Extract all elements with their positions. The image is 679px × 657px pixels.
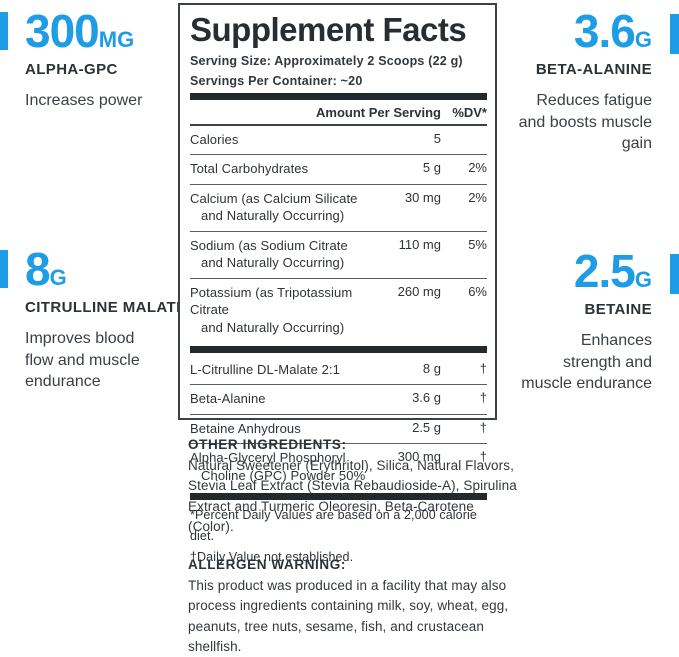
- stat-betaine: 2.5G BETAINE Enhances strength and muscl…: [462, 248, 652, 395]
- table-group-main: Calories 5 Total Carbohydrates 5 g 2% Ca…: [190, 126, 487, 343]
- divider-thick: [190, 92, 487, 100]
- stat-name: BETA-ALANINE: [535, 61, 652, 78]
- stat-unit: G: [634, 267, 652, 292]
- row-name: Alpha-Glyceryl Phosphoryl: [190, 450, 346, 466]
- column-dv: %DV*: [452, 104, 487, 120]
- row-name: Potassium (as Tripotassium Citrate: [190, 284, 353, 318]
- stat-value: 300MG: [25, 8, 142, 54]
- accent-bar: [0, 250, 8, 288]
- table-row-potassium: Potassium (as Tripotassium Citrate and Na…: [190, 277, 487, 343]
- other-ingredients-heading: OTHER INGREDIENTS:: [188, 437, 347, 452]
- row-dv: 2%: [468, 189, 487, 205]
- table-group-actives: L-Citrulline DL-Malate 2:1 8 g † Beta-Al…: [190, 356, 487, 491]
- row-dv: 5%: [468, 236, 487, 252]
- table-row-citrulline: L-Citrulline DL-Malate 2:1 8 g †: [190, 356, 487, 385]
- divider-thick: [190, 493, 487, 501]
- row-name: Calories: [190, 131, 239, 147]
- stat-description: Increases power: [25, 92, 143, 109]
- row-name-cont: and Naturally Occurring): [201, 255, 345, 271]
- stat-value: 2.5G: [462, 248, 652, 294]
- row-name: Betaine Anhydrous: [190, 420, 301, 436]
- row-dv: †: [479, 419, 487, 435]
- row-dv: †: [479, 390, 487, 406]
- stat-description: Reduces fatigue and boosts muscle gain: [518, 92, 652, 153]
- footnotes: *Percent Daily Values are based on a 2,0…: [190, 508, 477, 564]
- stat-unit: G: [49, 265, 67, 290]
- column-amount-per-serving: Amount Per Serving: [316, 104, 441, 120]
- row-name: Beta-Alanine: [190, 391, 266, 407]
- row-name: Sodium (as Sodium Citrate: [190, 237, 348, 253]
- table-row-carbohydrates: Total Carbohydrates 5 g 2%: [190, 154, 487, 184]
- stat-value: 8G: [25, 246, 187, 292]
- row-dv: †: [479, 360, 487, 376]
- stat-unit: MG: [98, 27, 135, 52]
- row-name: Calcium (as Calcium Silicate: [190, 190, 358, 206]
- row-amount: 5 g: [422, 160, 441, 176]
- stat-number: 2.5: [573, 245, 636, 297]
- accent-bar: [670, 254, 679, 294]
- stat-beta-alanine: 3.6G BETA-ALANINE Reduces fatigue and bo…: [472, 8, 652, 155]
- row-dv: 6%: [468, 283, 487, 299]
- table-row-betaine: Betaine Anhydrous 2.5 g †: [190, 413, 487, 444]
- row-amount: 300 mg: [397, 449, 441, 465]
- row-name: Total Carbohydrates: [190, 161, 309, 177]
- row-name: L-Citrulline DL-Malate 2:1: [190, 361, 340, 377]
- stat-name: ALPHA-GPC: [25, 61, 118, 78]
- row-dv: 2%: [468, 160, 487, 176]
- row-name-cont: and Naturally Occurring): [201, 208, 345, 224]
- accent-bar: [0, 12, 8, 50]
- stat-number: 300: [25, 5, 100, 57]
- stat-alpha-gpc: 300MG ALPHA-GPC Increases power: [25, 8, 142, 112]
- row-amount: 110 mg: [398, 236, 441, 252]
- row-name-cont: Choline (GPC) Powder 50%: [201, 467, 366, 483]
- supplement-facts-panel: Supplement Facts Serving Size: Approxima…: [178, 3, 497, 564]
- serving-size: Serving Size: Approximately 2 Scoops (22…: [190, 53, 463, 68]
- row-amount: 3.6 g: [412, 390, 441, 406]
- other-ingredients-body: Natural Sweetener (Erythritol), Silica, …: [188, 458, 517, 534]
- panel-title: Supplement Facts: [190, 11, 467, 48]
- row-dv: †: [479, 449, 487, 465]
- row-amount: 260 mg: [397, 283, 441, 299]
- stat-name: BETAINE: [584, 301, 652, 318]
- row-amount: 30 mg: [404, 189, 441, 205]
- servings-per-container: Servings Per Container: ~20: [190, 73, 363, 88]
- row-amount: 2.5 g: [412, 419, 441, 435]
- table-row-calcium: Calcium (as Calcium Silicate and Naturall…: [190, 183, 487, 231]
- other-ingredients-block: OTHER INGREDIENTS: Natural Sweetener (Er…: [188, 437, 518, 537]
- allergen-warning-block: ALLERGEN WARNING: This product was produ…: [188, 557, 518, 657]
- allergen-warning-heading: ALLERGEN WARNING:: [188, 557, 346, 572]
- row-name-cont: and Naturally Occurring): [201, 320, 345, 336]
- stat-value: 3.6G: [472, 8, 652, 54]
- stat-citrulline-malate: 8G CITRULLINE MALATE Improves blood flow…: [25, 246, 187, 393]
- stat-number: 3.6: [573, 5, 636, 57]
- stat-name: CITRULLINE MALATE: [25, 299, 187, 316]
- table-row-calories: Calories 5: [190, 126, 487, 155]
- divider-thick: [190, 345, 487, 353]
- table-row-beta-alanine: Beta-Alanine 3.6 g †: [190, 384, 487, 414]
- stat-unit: G: [634, 27, 652, 52]
- allergen-warning-body: This product was produced in a facility …: [188, 578, 509, 654]
- stat-description: Enhances strength and muscle endurance: [521, 332, 652, 393]
- bottom-text-section: OTHER INGREDIENTS: Natural Sweetener (Er…: [188, 437, 518, 657]
- table-row-sodium: Sodium (as Sodium Citrate and Naturally O…: [190, 230, 487, 278]
- table-header: Amount Per Serving %DV*: [190, 100, 487, 126]
- accent-bar: [670, 14, 679, 54]
- stat-number: 8: [25, 243, 51, 295]
- table-row-alpha-gpc: Alpha-Glyceryl Phosphoryl Choline (GPC) P…: [190, 443, 487, 490]
- row-amount: 8 g: [422, 360, 441, 376]
- row-amount: 5: [433, 130, 441, 146]
- stat-description: Improves blood flow and muscle endurance: [25, 330, 140, 391]
